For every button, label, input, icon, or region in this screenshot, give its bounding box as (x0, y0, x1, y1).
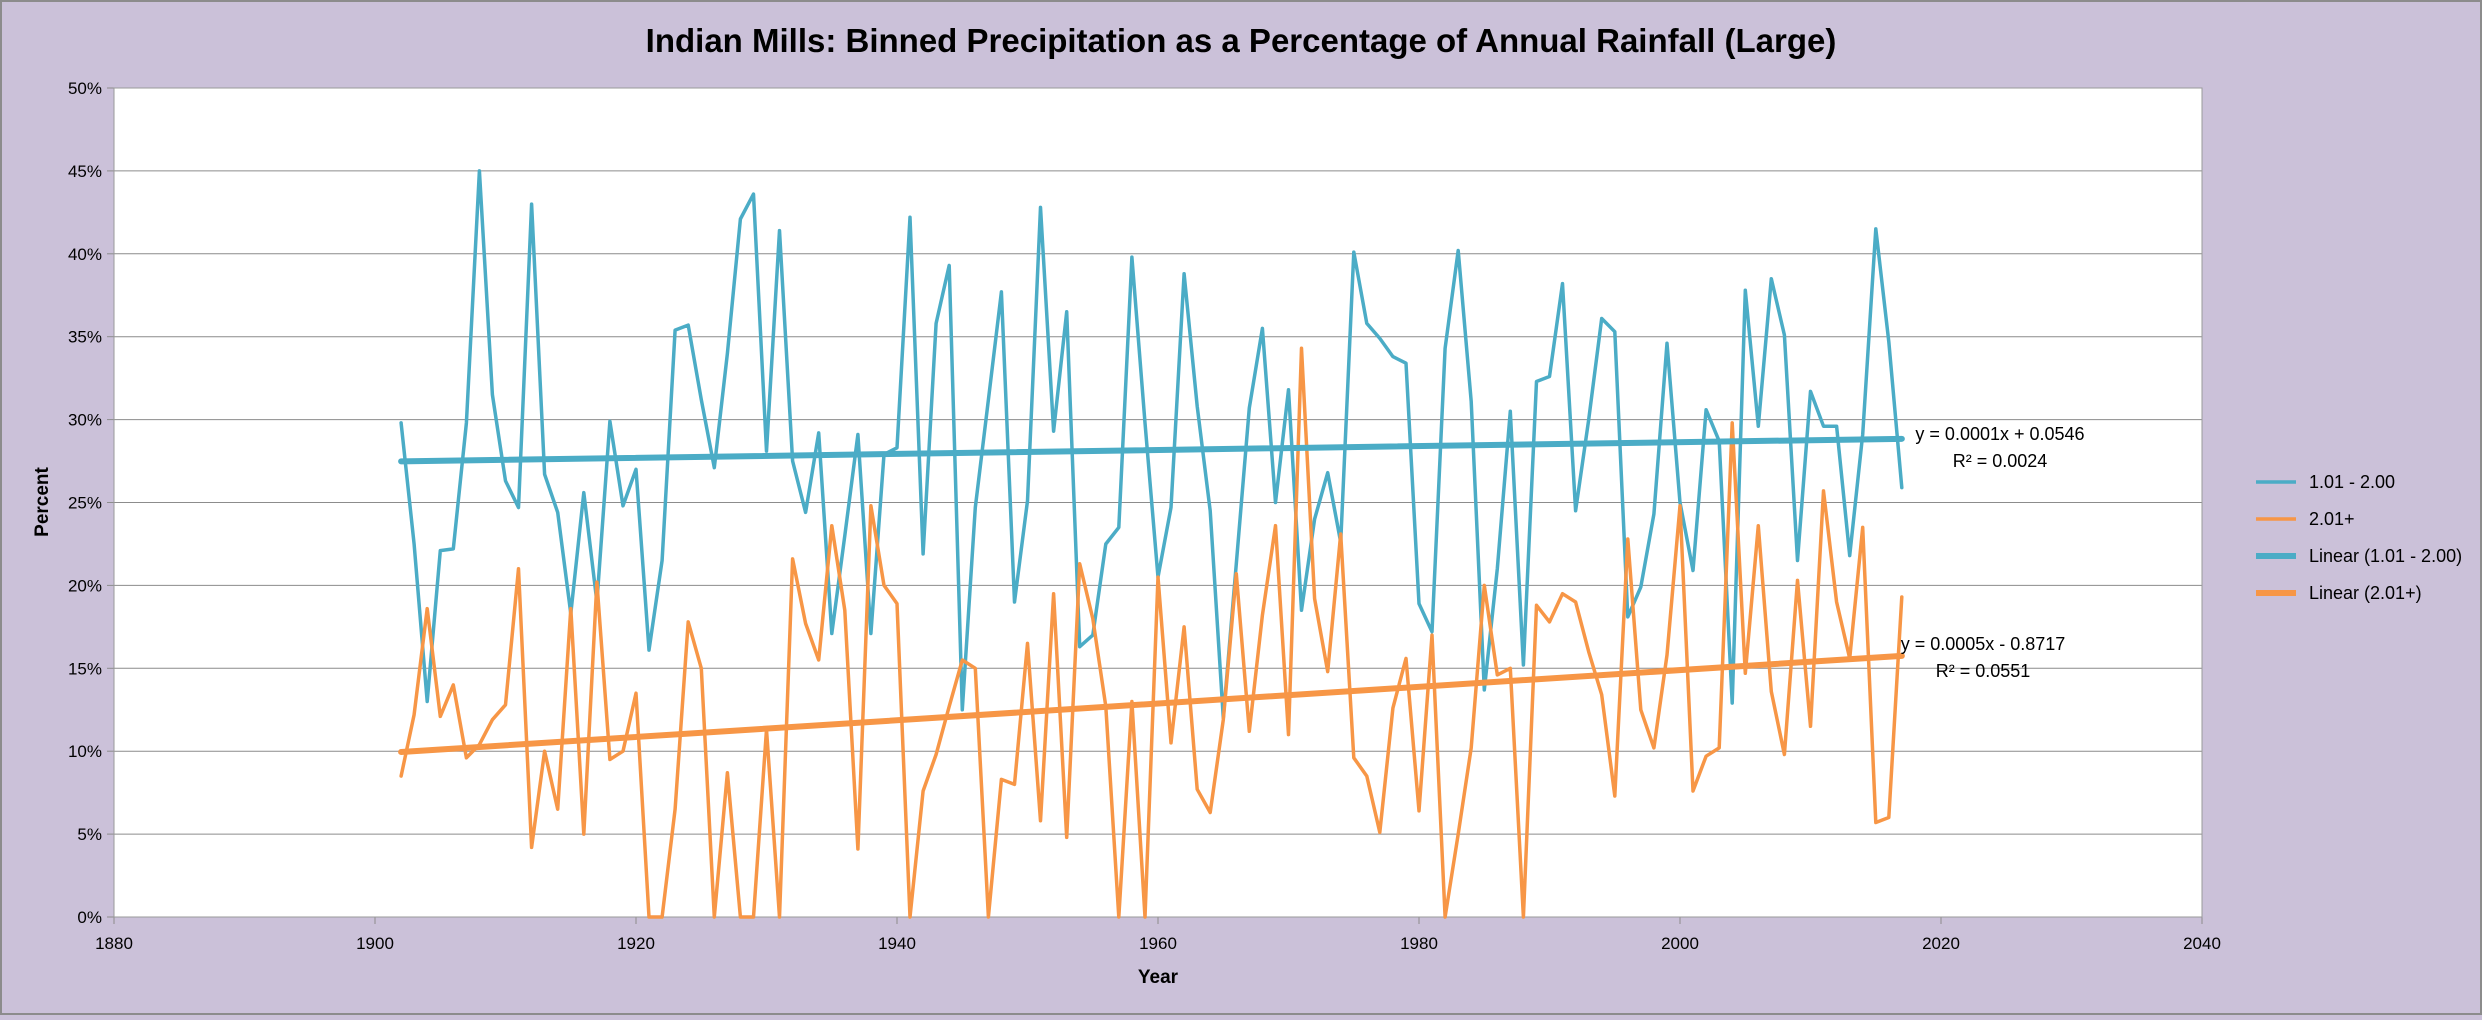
trend-annotations: y = 0.0001x + 0.0546 R² = 0.0024 y = 0.000… (1901, 424, 2085, 681)
trend-equation: y = 0.0005x - 0.8717 (1901, 634, 2066, 654)
plot-border (113, 87, 2203, 918)
tick-labels: 0% 5% 10% 15% 20% 25% 30% 35% 40% 45% 50% 1880 1900 1… (68, 79, 2221, 953)
y-tick-label: 35% (68, 328, 102, 347)
x-tick-label: 1980 (1400, 934, 1438, 953)
y-tick-label: 5% (77, 825, 102, 844)
x-tick-label: 1940 (878, 934, 916, 953)
x-tick-label: 2000 (1661, 934, 1699, 953)
y-tick-label: 0% (77, 908, 102, 927)
trend-r-squared: R² = 0.0551 (1936, 661, 2031, 681)
x-tick-label: 1880 (95, 934, 133, 953)
legend-label-trend-1-01-2-00: Linear (1.01 - 2.00) (2309, 546, 2462, 566)
series-line-2-01-plus (399, 346, 1904, 919)
y-tick-label: 40% (68, 245, 102, 264)
y-tick-label: 15% (68, 659, 102, 678)
x-tick-label: 1960 (1139, 934, 1177, 953)
x-tick-label: 2020 (1922, 934, 1960, 953)
y-tick-label: 10% (68, 742, 102, 761)
trendlines (398, 435, 1905, 756)
series-lines (399, 169, 1904, 919)
x-tick-label: 1920 (617, 934, 655, 953)
y-tick-label: 45% (68, 162, 102, 181)
trend-equation: y = 0.0001x + 0.0546 (1915, 424, 2084, 444)
y-tick-label: 25% (68, 494, 102, 513)
chart-title: Indian Mills: Binned Precipitation as a … (646, 22, 1837, 59)
legend-label-trend-2-01-plus: Linear (2.01+) (2309, 583, 2422, 603)
axes (107, 87, 2203, 924)
legend-label-series-2-01-plus: 2.01+ (2309, 509, 2355, 529)
legend: 1.01 - 2.00 2.01+ Linear (1.01 - 2.00) Line… (2256, 472, 2462, 603)
trendline-1-01-2-00 (398, 435, 1905, 465)
x-axis-label: Year (1138, 967, 1179, 988)
legend-label-series-1-01-2-00: 1.01 - 2.00 (2309, 472, 2395, 492)
y-tick-label: 30% (68, 411, 102, 430)
x-tick-label: 2040 (2183, 934, 2221, 953)
x-tick-label: 1900 (356, 934, 394, 953)
y-tick-label: 20% (68, 576, 102, 595)
trend-r-squared: R² = 0.0024 (1953, 451, 2048, 471)
y-tick-label: 50% (68, 79, 102, 98)
trendline-2-01-plus (398, 652, 1905, 756)
series-line-1-01-2-00 (399, 169, 1904, 720)
y-axis-label: Percent (32, 466, 53, 536)
